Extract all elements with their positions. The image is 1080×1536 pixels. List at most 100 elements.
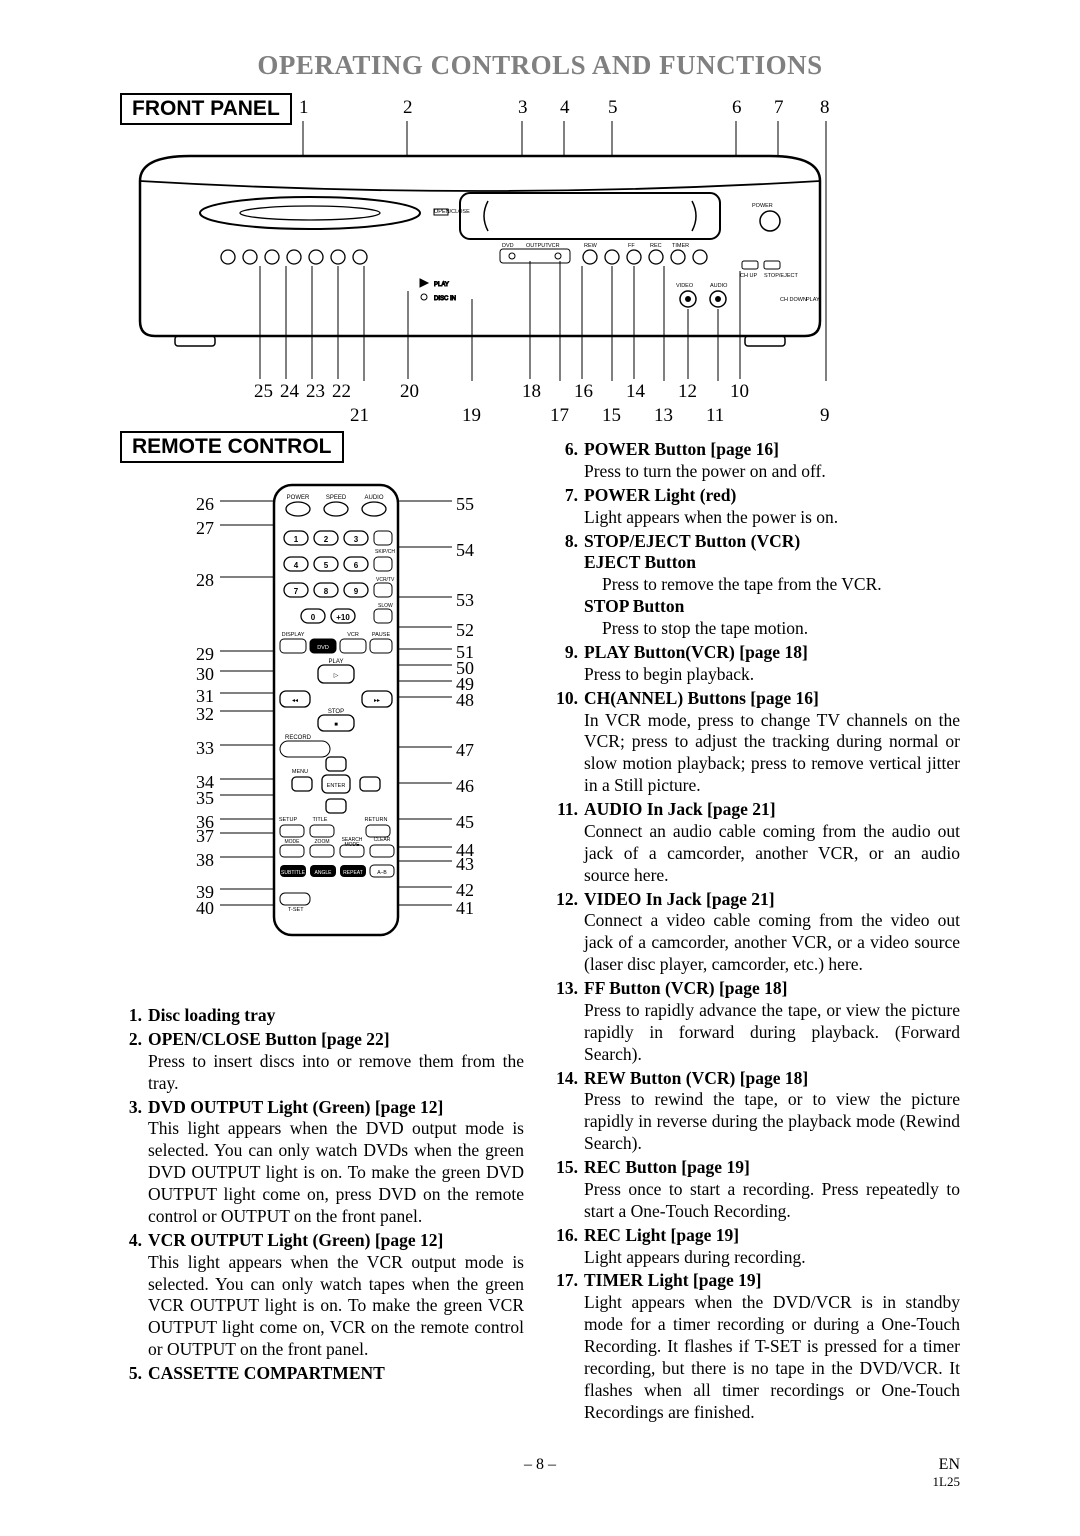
svg-text:OPEN/CLOSE: OPEN/CLOSE bbox=[434, 209, 470, 215]
svg-text:4: 4 bbox=[294, 561, 299, 570]
callout-number: 15 bbox=[602, 405, 621, 427]
item-text: Press to turn the power on and off. bbox=[584, 461, 960, 483]
svg-text:RETURN: RETURN bbox=[365, 817, 388, 823]
item-number: 5. bbox=[120, 1363, 148, 1385]
svg-text:PLAY: PLAY bbox=[329, 659, 344, 665]
svg-text:REPEAT: REPEAT bbox=[343, 870, 363, 876]
description-item: 1.Disc loading tray bbox=[120, 1005, 524, 1027]
callout-number: 4 bbox=[560, 97, 570, 119]
item-text: Press to begin playback. bbox=[584, 664, 960, 686]
item-text: Light appears during recording. bbox=[584, 1247, 960, 1269]
svg-text:9: 9 bbox=[354, 587, 359, 596]
item-title: AUDIO In Jack [page 21] bbox=[584, 799, 776, 819]
item-number: 4. bbox=[120, 1230, 148, 1361]
svg-text:ANGLE: ANGLE bbox=[315, 870, 333, 876]
description-item: 9.PLAY Button(VCR) [page 18]Press to beg… bbox=[556, 642, 960, 686]
item-title: POWER Button [page 16] bbox=[584, 439, 779, 459]
callout-number: 3 bbox=[518, 97, 528, 119]
item-title: CASSETTE COMPARTMENT bbox=[148, 1363, 385, 1383]
callout-number: 8 bbox=[820, 97, 830, 119]
item-number: 9. bbox=[556, 642, 584, 686]
item-number: 13. bbox=[556, 978, 584, 1066]
item-title: VIDEO In Jack [page 21] bbox=[584, 889, 775, 909]
item-body: CH(ANNEL) Buttons [page 16]In VCR mode, … bbox=[584, 688, 960, 797]
callout-number: 24 bbox=[280, 381, 299, 403]
callout-number: 9 bbox=[820, 405, 830, 427]
svg-text:CH UP: CH UP bbox=[740, 273, 757, 279]
callout-number: 16 bbox=[574, 381, 593, 403]
item-text: Connect a video cable coming from the vi… bbox=[584, 910, 960, 976]
callout-number: 13 bbox=[654, 405, 673, 427]
item-title: VCR OUTPUT Light (Green) [page 12] bbox=[148, 1230, 443, 1250]
item-title: CH(ANNEL) Buttons [page 16] bbox=[584, 688, 819, 708]
item-text: Press to insert discs into or remove the… bbox=[148, 1051, 524, 1095]
svg-text:SLOW: SLOW bbox=[378, 603, 393, 609]
description-list-left: 1.Disc loading tray2.OPEN/CLOSE Button [… bbox=[120, 1005, 524, 1385]
callout-number: 12 bbox=[678, 381, 697, 403]
svg-text:STOP/EJECT: STOP/EJECT bbox=[764, 273, 798, 279]
callout-number: 19 bbox=[462, 405, 481, 427]
item-title: OPEN/CLOSE Button [page 22] bbox=[148, 1029, 390, 1049]
item-body: TIMER Light [page 19]Light appears when … bbox=[584, 1270, 960, 1423]
svg-text:REW: REW bbox=[584, 243, 598, 249]
item-text: Press to rewind the tape, or to view the… bbox=[584, 1089, 960, 1155]
svg-text:FF: FF bbox=[628, 243, 635, 249]
item-body: STOP/EJECT Button (VCR)EJECT ButtonPress… bbox=[584, 531, 960, 640]
callout-number: 17 bbox=[550, 405, 569, 427]
page-footer: – 8 – EN 1L25 bbox=[120, 1456, 960, 1496]
item-body: PLAY Button(VCR) [page 18]Press to begin… bbox=[584, 642, 960, 686]
description-item: 2.OPEN/CLOSE Button [page 22]Press to in… bbox=[120, 1029, 524, 1095]
callout-number: 14 bbox=[626, 381, 645, 403]
remote-diagram: 262728293031323334353637383940 555453525… bbox=[180, 461, 524, 1005]
svg-text:6: 6 bbox=[354, 561, 359, 570]
item-body: Disc loading tray bbox=[148, 1005, 524, 1027]
svg-text:◂◂: ◂◂ bbox=[292, 698, 298, 704]
item-title: REC Light [page 19] bbox=[584, 1225, 739, 1245]
svg-text:SUBTITLE: SUBTITLE bbox=[281, 870, 306, 876]
item-text: Press to rapidly advance the tape, or vi… bbox=[584, 1000, 960, 1066]
svg-text:VIDEO: VIDEO bbox=[676, 283, 694, 289]
callout-number: 21 bbox=[350, 405, 369, 427]
item-body: AUDIO In Jack [page 21]Connect an audio … bbox=[584, 799, 960, 887]
svg-text:■: ■ bbox=[334, 722, 338, 728]
item-number: 17. bbox=[556, 1270, 584, 1423]
svg-text:AUDIO: AUDIO bbox=[710, 283, 728, 289]
svg-text:TIMER: TIMER bbox=[672, 243, 689, 249]
item-number: 11. bbox=[556, 799, 584, 887]
remote-control-label: REMOTE CONTROL bbox=[120, 431, 344, 463]
description-item: 4.VCR OUTPUT Light (Green) [page 12]This… bbox=[120, 1230, 524, 1361]
callout-number: 1 bbox=[299, 97, 309, 119]
svg-text:SETUP: SETUP bbox=[279, 817, 298, 823]
svg-text:T-SET: T-SET bbox=[288, 907, 304, 913]
svg-text:ZOOM: ZOOM bbox=[315, 839, 330, 845]
right-column: 6.POWER Button [page 16]Press to turn th… bbox=[556, 433, 960, 1426]
callout-number: 2 bbox=[403, 97, 413, 119]
item-text: Press once to start a recording. Press r… bbox=[584, 1179, 960, 1223]
footer-code: 1L25 bbox=[933, 1474, 960, 1490]
svg-text:A–B: A–B bbox=[377, 870, 387, 876]
svg-text:3: 3 bbox=[354, 535, 359, 544]
svg-text:+10: +10 bbox=[336, 613, 350, 622]
callout-number: 23 bbox=[306, 381, 325, 403]
item-body: REC Light [page 19]Light appears during … bbox=[584, 1225, 960, 1269]
svg-text:SKIP/CH: SKIP/CH bbox=[375, 549, 395, 555]
description-item: 15.REC Button [page 19]Press once to sta… bbox=[556, 1157, 960, 1223]
svg-text:MODE: MODE bbox=[345, 842, 361, 848]
item-body: POWER Button [page 16]Press to turn the … bbox=[584, 439, 960, 483]
svg-text:ENTER: ENTER bbox=[327, 783, 346, 789]
description-item: 16.REC Light [page 19]Light appears duri… bbox=[556, 1225, 960, 1269]
callout-number: 10 bbox=[730, 381, 749, 403]
callout-number: 20 bbox=[400, 381, 419, 403]
description-item: 12.VIDEO In Jack [page 21]Connect a vide… bbox=[556, 889, 960, 977]
callout-number: 22 bbox=[332, 381, 351, 403]
item-title: REW Button (VCR) [page 18] bbox=[584, 1068, 808, 1088]
svg-text:CLEAR: CLEAR bbox=[374, 837, 391, 843]
item-number: 12. bbox=[556, 889, 584, 977]
footer-lang: EN bbox=[939, 1456, 960, 1474]
svg-text:OUTPUT: OUTPUT bbox=[526, 243, 549, 249]
svg-text:0: 0 bbox=[311, 613, 316, 622]
callout-number: 18 bbox=[522, 381, 541, 403]
page-title: OPERATING CONTROLS AND FUNCTIONS bbox=[120, 50, 960, 81]
svg-text:5: 5 bbox=[324, 561, 329, 570]
item-number: 16. bbox=[556, 1225, 584, 1269]
